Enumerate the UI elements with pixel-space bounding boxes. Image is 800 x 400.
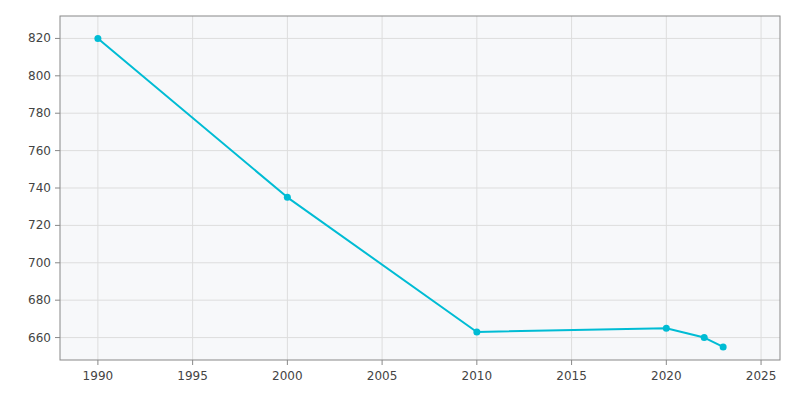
tick-mark-y [55,262,60,263]
tick-mark-y [55,113,60,114]
chart-container: 1990 1995 2000 2005 2010 2015 2020 2025 660 680 70… [0,0,800,400]
x-tick-label: 2010 [462,369,493,383]
x-tick-label: 1995 [177,369,208,383]
grid [55,16,780,365]
tick-mark-x [97,360,98,365]
grid-line-y [60,75,780,76]
tick-mark-y [55,38,60,39]
tick-mark-x [382,360,383,365]
grid-line-y [60,225,780,226]
x-tick-label: 2025 [746,369,777,383]
grid-line-y [60,188,780,189]
x-tick-label: 2020 [651,369,682,383]
plot-background [60,16,780,360]
tick-labels: 1990 1995 2000 2005 2010 2015 2020 2025 660 680 70… [28,31,776,383]
series [94,35,726,350]
x-tick-label: 2000 [272,369,303,383]
x-tick-label: 2005 [367,369,398,383]
point [701,334,708,341]
tick-mark-y [55,75,60,76]
y-tick-label: 780 [28,106,51,120]
y-tick-label: 800 [28,69,51,83]
x-tick-label: 1990 [83,369,114,383]
point [94,35,101,42]
grid-line-y [60,337,780,338]
tick-mark-x [287,360,288,365]
point [284,194,291,201]
line [98,38,723,346]
tick-mark-x [761,360,762,365]
tick-mark-x [666,360,667,365]
y-tick-label: 700 [28,256,51,270]
point [720,343,727,350]
grid-line-y [60,113,780,114]
y-tick-label: 760 [28,144,51,158]
y-tick-label: 820 [28,31,51,45]
grid-line-y [60,300,780,301]
grid-line-y [60,150,780,151]
x-tick-label: 2015 [556,369,587,383]
grid-line-y [60,38,780,39]
tick-mark-y [55,150,60,151]
plot-frame [60,16,780,360]
y-tick-label: 740 [28,181,51,195]
y-tick-label: 660 [28,331,51,345]
point [663,325,670,332]
tick-mark-y [55,225,60,226]
tick-mark-x [192,360,193,365]
point [473,328,480,335]
grid-line-y [60,262,780,263]
tick-mark-y [55,300,60,301]
y-tick-label: 680 [28,293,51,307]
tick-mark-y [55,337,60,338]
tick-mark-y [55,188,60,189]
tick-mark-x [476,360,477,365]
tick-mark-x [571,360,572,365]
chart: 1990 1995 2000 2005 2010 2015 2020 2025 660 680 70… [0,0,800,400]
y-tick-label: 720 [28,218,51,232]
